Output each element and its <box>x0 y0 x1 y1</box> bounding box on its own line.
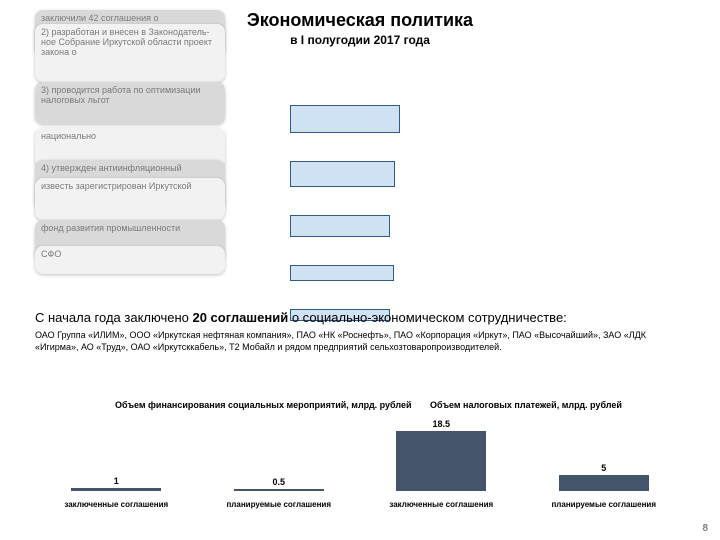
chart-bar-slot: 1 заключенные соглашения <box>35 414 198 509</box>
companies-list: ОАО Группа «ИЛИМ», ООО «Иркутская нефтян… <box>35 330 685 353</box>
chart-x-label: планируемые соглашения <box>198 500 361 509</box>
chart-value-label: 18.5 <box>360 419 523 429</box>
chart-value-label: 1 <box>35 476 198 486</box>
chart-bars-row: 1 заключенные соглашения 0.5 планируемые со… <box>35 414 685 509</box>
chart-bar-slot: 0.5 планируемые соглашения <box>198 414 361 509</box>
chart-x-label: заключенные соглашения <box>360 500 523 509</box>
center-bar <box>290 105 400 133</box>
chart-title-left: Объем финансирования социальных мероприя… <box>115 400 412 410</box>
chart-x-label: заключенные соглашения <box>35 500 198 509</box>
chart-bar <box>396 431 486 491</box>
chart-bar <box>559 475 649 491</box>
chart-value-label: 5 <box>523 463 686 473</box>
chart-bar <box>234 489 324 491</box>
info-card: 2) разработан и внесен в Законодатель-но… <box>35 24 225 82</box>
center-bar <box>290 161 395 187</box>
info-card: 3) проводится работа по оптимизации нало… <box>35 82 225 124</box>
chart-x-label: планируемые соглашения <box>523 500 686 509</box>
agreements-paragraph: С начала года заключено 20 соглашений о … <box>35 310 685 353</box>
center-bar <box>290 215 390 237</box>
para-bold: 20 соглашений <box>192 310 288 325</box>
chart-bar-slot: 18.5 заключенные соглашения <box>360 414 523 509</box>
chart-title-right: Объем налоговых платежей, млрд. рублей <box>430 400 622 410</box>
para-lead: С начала года заключено <box>35 310 192 325</box>
para-tail: о социально-экономическом сотрудничестве… <box>288 310 567 325</box>
page-number: 8 <box>702 523 708 534</box>
info-card: СФО <box>35 246 225 274</box>
center-bar <box>290 265 394 281</box>
bar-chart: Объем финансирования социальных мероприя… <box>35 400 685 525</box>
chart-bar <box>71 488 161 491</box>
info-card: известь зарегистрирован Иркутской <box>35 178 225 220</box>
chart-value-label: 0.5 <box>198 477 361 487</box>
chart-bar-slot: 5 планируемые соглашения <box>523 414 686 509</box>
